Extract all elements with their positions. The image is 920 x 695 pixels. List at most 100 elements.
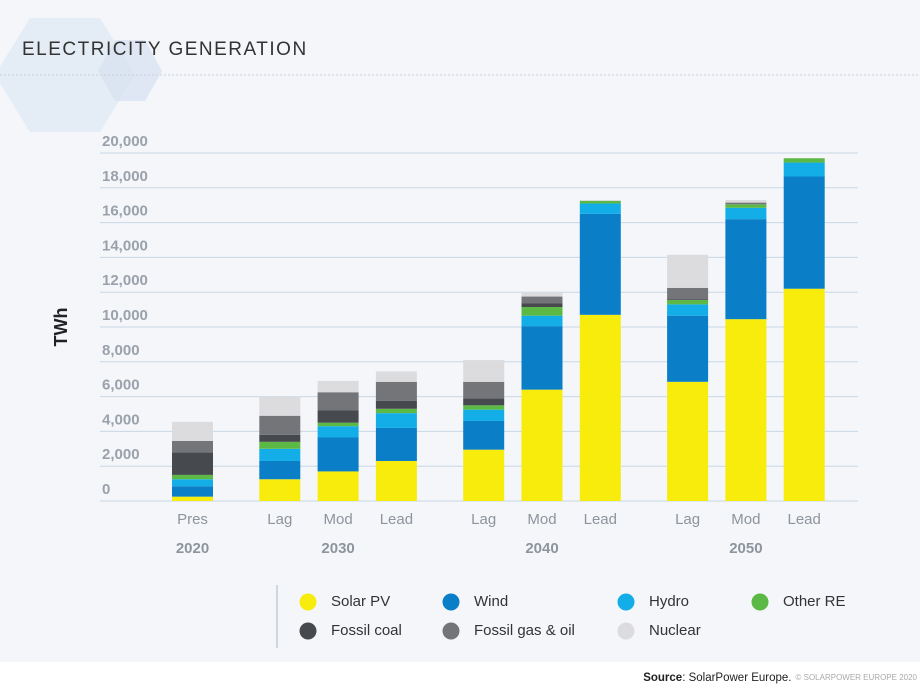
bar-segment (579, 203, 621, 214)
bar-segment (725, 204, 767, 208)
bar-segment (259, 479, 301, 501)
background (0, 0, 920, 662)
bar-segment (783, 288, 825, 501)
legend-label: Fossil gas & oil (474, 622, 575, 639)
bar-segment (521, 303, 563, 307)
bar-segment (172, 452, 213, 475)
bar-segment (783, 158, 825, 163)
legend-label: Wind (474, 593, 508, 610)
y-tick-label: 2,000 (102, 446, 140, 463)
bar-segment (521, 389, 563, 501)
bar-segment (521, 315, 563, 327)
bar-segment (667, 381, 709, 501)
x-tick-label: Lead (788, 511, 821, 528)
group-label: 2050 (729, 540, 762, 557)
bar-segment (725, 207, 767, 220)
bar-segment (667, 254, 709, 288)
bar-segment (463, 405, 505, 410)
source-label: Source (643, 672, 682, 684)
x-tick-label: Lag (675, 511, 700, 528)
bar-segment (579, 200, 621, 204)
bar-segment (317, 380, 359, 393)
bar-segment (259, 415, 301, 435)
bar-segment (783, 176, 825, 289)
bar-segment (259, 460, 301, 480)
bar-segment (579, 199, 621, 201)
legend-swatch (617, 622, 635, 640)
legend-swatch (751, 593, 769, 611)
bar-segment (259, 434, 301, 442)
legend-swatch (299, 622, 317, 640)
y-tick-label: 4,000 (102, 411, 140, 428)
legend-label: Nuclear (649, 622, 701, 639)
bar-segment (317, 422, 359, 427)
hexagon-decor (98, 40, 162, 101)
bar-segment (463, 449, 505, 501)
bar-segment (521, 292, 563, 297)
x-tick-label: Lag (471, 511, 496, 528)
legend: Solar PV Wind Hydro Other RE Fossil coal Foss… (299, 593, 846, 640)
bar-segment (259, 448, 301, 461)
bar-segment (783, 162, 825, 177)
y-tick-label: 12,000 (102, 272, 148, 289)
bar-segment (317, 471, 359, 501)
bar-segment (725, 319, 767, 501)
bar-segment (375, 427, 417, 461)
bar-segment (375, 460, 417, 501)
y-tick-label: 18,000 (102, 168, 148, 185)
y-tick-label: 0 (102, 481, 110, 498)
bar-segment (172, 421, 213, 441)
bar-segment (521, 326, 563, 390)
bar-segment (172, 479, 213, 487)
bar-segment (375, 400, 417, 409)
bar-segment (725, 219, 767, 320)
y-tick-label: 10,000 (102, 307, 148, 324)
bar-segment (172, 474, 213, 480)
bar-segment (317, 410, 359, 423)
y-tick-label: 16,000 (102, 203, 148, 220)
bar-segment (375, 413, 417, 428)
bar-segment (521, 306, 563, 316)
group-label: 2020 (176, 540, 209, 557)
plot-area: 0 2,000 4,000 6,000 8,000 10,000 12,000 14,000 1… (100, 133, 858, 557)
bar-segment (375, 381, 417, 401)
bar-segment (521, 296, 563, 304)
bar-segment (725, 202, 767, 205)
x-tick-label: Lag (267, 511, 292, 528)
legend-swatch (442, 593, 460, 611)
bar-segment (725, 199, 767, 203)
bar-segment (667, 315, 709, 382)
group-label: 2030 (321, 540, 354, 557)
bar-segment (667, 287, 709, 300)
legend-label: Hydro (649, 593, 689, 610)
legend-swatch (299, 593, 317, 611)
y-tick-label: 6,000 (102, 377, 140, 394)
source: Source: SolarPower Europe. © SOLARPOWER E… (643, 672, 917, 684)
bar-segment (375, 408, 417, 414)
bar-segment (375, 371, 417, 382)
legend-swatch (617, 593, 635, 611)
x-tick-label: Mod (324, 511, 353, 528)
x-tick-label: Lead (584, 511, 617, 528)
x-tick-label: Mod (527, 511, 556, 528)
bar-segment (463, 381, 505, 399)
legend-label: Fossil coal (331, 622, 402, 639)
bar-segment (463, 360, 505, 382)
legend-label: Solar PV (331, 593, 390, 610)
bar-segment (463, 420, 505, 450)
bar-segment (667, 299, 709, 301)
bar-segment (579, 213, 621, 315)
bar-segment (259, 396, 301, 416)
legend-swatch (442, 622, 460, 640)
bar-segment (463, 398, 505, 406)
y-tick-label: 8,000 (102, 342, 140, 359)
bar-segment (463, 409, 505, 421)
y-axis-label: TWh (51, 308, 71, 347)
bar-segment (667, 304, 709, 316)
bar-segment (317, 437, 359, 472)
y-tick-label: 20,000 (102, 133, 148, 150)
source-text: : SolarPower Europe. (682, 672, 791, 684)
chart-title: ELECTRICITY GENERATION (22, 39, 308, 60)
